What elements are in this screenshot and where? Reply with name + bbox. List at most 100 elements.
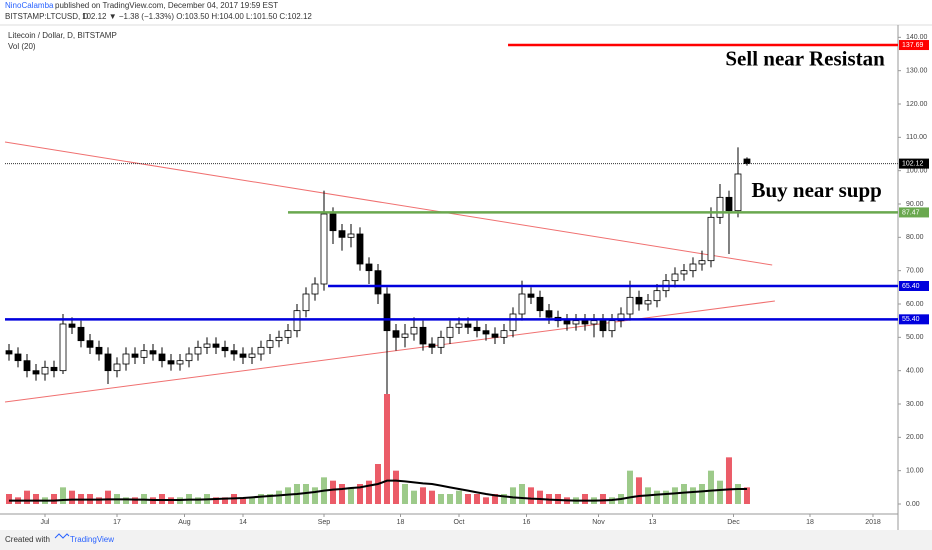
volume-bar (518, 484, 525, 504)
y-tick-label: 60.00 (906, 301, 924, 308)
brand-icon (54, 533, 70, 539)
candle-body (725, 196, 733, 212)
candle-body (347, 233, 355, 238)
level-label: 55.40 (902, 316, 920, 323)
level-tag (899, 40, 929, 51)
chart-title: Litecoin / Dollar, D, BITSTAMP (8, 31, 117, 40)
candle-body (311, 283, 319, 295)
volume-bar (383, 394, 390, 504)
quote: 102.12 ▼ −1.38 (−1.33%) O:103.50 H:104.0… (82, 12, 312, 21)
candle-body (5, 350, 13, 355)
volume-bar (248, 497, 255, 504)
volume-bar (473, 494, 480, 504)
last-price-tag (899, 158, 929, 169)
candle-body (167, 360, 175, 365)
candle-body (86, 340, 94, 348)
volume-bar (734, 484, 741, 504)
footer-created: Created with (5, 535, 50, 544)
x-tick-label: Dec (727, 519, 740, 526)
footer-bar (0, 530, 932, 550)
volume-bar (392, 470, 399, 504)
volume-bar (401, 484, 408, 504)
volume-bar (716, 480, 723, 504)
volume-bar (33, 494, 40, 504)
candle-body (599, 320, 607, 332)
x-tick-label: Jul (41, 519, 50, 526)
y-tick-label: 40.00 (906, 368, 924, 375)
candle-body (707, 216, 715, 262)
footer-brand[interactable]: TradingView (70, 535, 114, 544)
candle-body (176, 360, 184, 365)
volume-bar (671, 487, 678, 504)
volume-bar (365, 480, 372, 504)
author[interactable]: NinoCalamba (5, 1, 54, 10)
y-tick-label: 80.00 (906, 234, 924, 241)
candle-body (68, 323, 76, 328)
candle-body (635, 296, 643, 305)
candle-body (671, 273, 679, 282)
candle-body (446, 326, 454, 338)
candle-body (500, 330, 508, 338)
candle-body (212, 343, 220, 348)
volume-bar (653, 490, 660, 504)
y-tick-label: 110.00 (906, 134, 927, 141)
x-tick-label: 14 (239, 519, 247, 526)
volume-bar (509, 487, 516, 504)
candle-body (608, 320, 616, 332)
candle-body (203, 343, 211, 348)
candle-body (653, 290, 661, 302)
candle-body (680, 270, 688, 275)
candle-body (302, 293, 310, 312)
candle-body (743, 158, 751, 164)
candle-body (293, 310, 301, 332)
candle-body (356, 233, 364, 265)
volume-bar (662, 490, 669, 504)
x-tick-label: 13 (649, 519, 657, 526)
candle-body (410, 326, 418, 335)
candle-body (32, 370, 40, 375)
published: published on TradingView.com, December 0… (55, 1, 278, 10)
x-tick-label: Oct (454, 519, 465, 526)
candle-body (401, 333, 409, 338)
volume-bar (347, 487, 354, 504)
volume-bar (689, 487, 696, 504)
candle-body (563, 320, 571, 325)
y-tick-label: 140.00 (906, 34, 928, 41)
volume-bar (6, 494, 13, 504)
volume-bar (132, 497, 139, 504)
volume-bar (446, 494, 453, 504)
volume-bar (257, 494, 264, 504)
volume-bar (419, 487, 426, 504)
candle-body (275, 336, 283, 342)
volume-bar (60, 487, 67, 504)
y-tick-label: 90.00 (906, 201, 924, 208)
candle-body (284, 330, 292, 338)
candle-body (698, 260, 706, 265)
volume-bar (455, 490, 462, 504)
candle-body (140, 350, 148, 358)
y-tick-label: 70.00 (906, 268, 924, 275)
candle-body (374, 270, 382, 295)
volume-bar (311, 487, 318, 504)
candle-body (518, 293, 526, 315)
annotation: Buy near supp (751, 178, 881, 202)
volume-bar (680, 484, 687, 504)
candle-body (437, 336, 445, 348)
last-price-label: 102.12 (902, 160, 924, 167)
candle-body (257, 346, 265, 355)
trendline (4, 300, 775, 403)
volume-bar (725, 457, 732, 504)
volume-bar (221, 497, 228, 504)
candle-body (113, 363, 121, 372)
candle-body (473, 326, 481, 332)
volume-bar (743, 487, 750, 504)
candle-body (455, 323, 463, 328)
x-tick-label: 17 (113, 519, 121, 526)
volume-bar (239, 497, 246, 504)
candle-body (464, 323, 472, 328)
volume-bar (410, 490, 417, 504)
candle-body (104, 353, 112, 372)
